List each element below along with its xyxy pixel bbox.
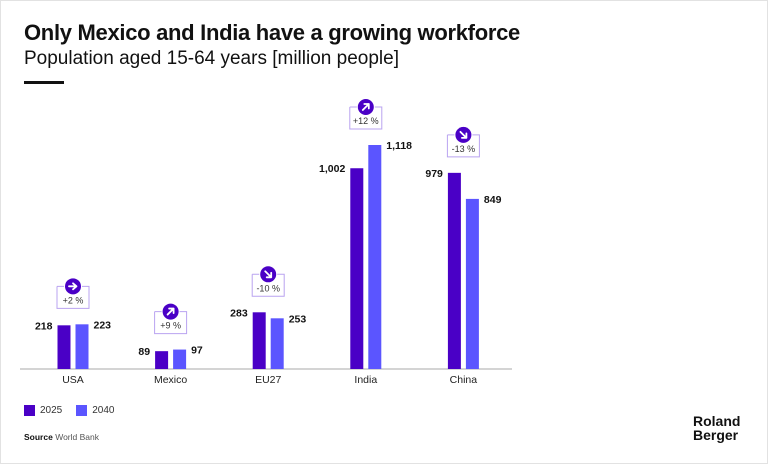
legend-label-2025: 2025 — [40, 405, 63, 416]
arrow-up-right-icon — [166, 307, 175, 316]
arrow-up-right-icon — [361, 103, 370, 111]
x-tick-label-mexico: Mexico — [154, 374, 187, 386]
change-badge-box-mexico — [154, 311, 188, 335]
bar-india-2040 — [368, 145, 382, 369]
bar-india-2025 — [350, 168, 364, 369]
legend-item-2025: 2025 — [24, 405, 62, 416]
chart-subtitle: Population aged 15-64 years [million peo… — [24, 48, 399, 69]
change-badge-box-eu27 — [251, 273, 285, 297]
bar-china-2025 — [447, 172, 461, 369]
change-label-eu27: -10 % — [256, 283, 280, 293]
legend: 2025 2040 — [24, 405, 115, 416]
data-label-usa-2040: 223 — [94, 319, 112, 331]
x-tick-label-india: India — [354, 374, 377, 386]
change-badge-box-china — [446, 134, 480, 158]
logo-line1: Roland — [693, 413, 741, 429]
data-label-eu27-2040: 253 — [289, 313, 307, 325]
bar-eu27-2025 — [252, 312, 266, 369]
legend-swatch-2040 — [76, 405, 88, 416]
bar-usa-2040 — [75, 324, 89, 369]
data-label-india-2025: 1,002 — [319, 163, 345, 175]
chart-title: Only Mexico and India have a growing wor… — [24, 20, 520, 45]
legend-swatch-2025 — [24, 405, 35, 416]
source-note: Source World Bank — [24, 432, 99, 442]
bar-mexico-2025 — [155, 351, 169, 369]
data-label-mexico-2025: 89 — [138, 346, 150, 358]
change-label-usa: +2 % — [63, 295, 84, 305]
logo-line2: Berger — [693, 427, 739, 443]
change-label-india: +12 % — [353, 116, 379, 126]
data-label-mexico-2040: 97 — [191, 345, 203, 357]
data-label-eu27-2025: 283 — [230, 307, 248, 319]
data-label-china-2025: 979 — [425, 168, 443, 180]
x-tick-label-china: China — [450, 374, 478, 386]
x-tick-label-usa: USA — [62, 374, 84, 386]
change-label-mexico: +9 % — [160, 321, 181, 331]
data-label-india-2040: 1,118 — [386, 140, 412, 152]
change-badge-box-usa — [56, 285, 90, 309]
bar-usa-2025 — [57, 325, 71, 369]
title-underline — [24, 81, 64, 84]
bar-eu27-2040 — [270, 318, 284, 369]
legend-label-2040: 2040 — [92, 405, 115, 416]
x-tick-label-eu27: EU27 — [255, 374, 281, 386]
legend-item-2040: 2040 — [76, 405, 115, 416]
roland-berger-logo: Roland Berger — [693, 414, 740, 442]
bar-china-2040 — [465, 198, 479, 369]
data-label-china-2040: 849 — [484, 194, 502, 206]
change-label-china: -13 % — [452, 144, 476, 154]
bar-mexico-2040 — [173, 349, 187, 369]
change-badge-box-india — [349, 106, 383, 130]
source-text: World Bank — [55, 432, 99, 442]
source-label: Source — [24, 432, 53, 442]
arrow-down-right-icon — [459, 130, 468, 139]
arrow-down-right-icon — [264, 270, 273, 279]
data-label-usa-2025: 218 — [35, 320, 53, 332]
arrow-right-icon — [68, 282, 78, 291]
